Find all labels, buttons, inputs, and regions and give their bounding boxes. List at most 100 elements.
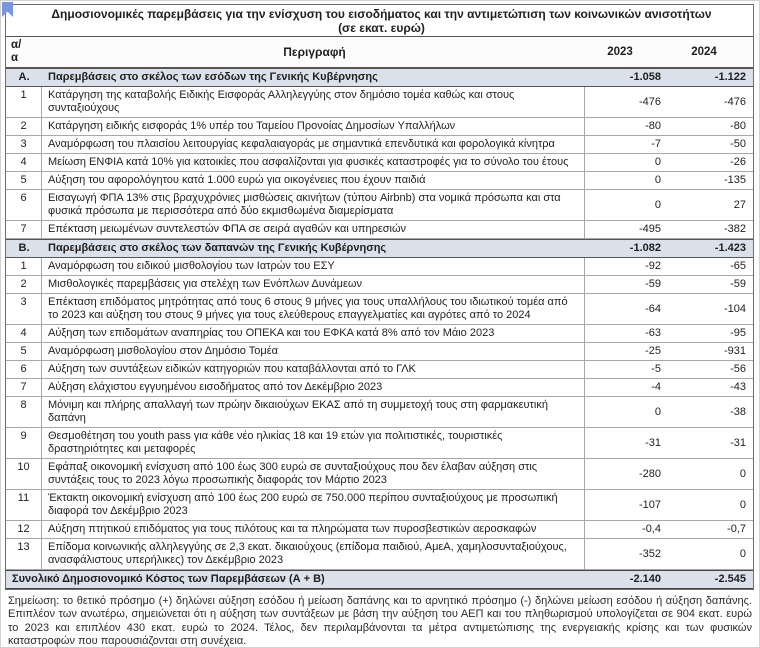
- value-2023: -31: [645, 436, 661, 449]
- table-row: 6 Αύξηση των συντάξεων ειδικών κατηγοριών…: [6, 361, 753, 379]
- value-2024: -50: [730, 138, 746, 150]
- row-number: 2: [6, 118, 42, 135]
- table-row: 12 Αύξηση πτητικού επιδόματος για τους πι…: [6, 521, 753, 539]
- value-2023: -80: [645, 120, 661, 132]
- row-description: Αύξηση πτητικού επιδόματος για τους πιλό…: [42, 521, 585, 538]
- row-description: Αναμόρφωση του ειδικού μισθολογίου των Ι…: [42, 258, 585, 275]
- table-row: 13 Επίδομα κοινωνικής αλληλεγγύης σε 2,3 …: [6, 539, 753, 570]
- row-number: 12: [6, 521, 42, 538]
- row-number: 7: [6, 221, 42, 238]
- row-description: Κατάργηση ειδικής εισφοράς 1% υπέρ του Τ…: [42, 118, 585, 135]
- row-number: 13: [6, 539, 42, 569]
- value-2023: -280: [638, 467, 661, 480]
- row-number: 8: [6, 397, 42, 427]
- value-2024: 0: [739, 467, 746, 480]
- row-number: 10: [6, 459, 42, 489]
- value-2024: 0: [739, 498, 746, 511]
- table-row: 4 Αύξηση των επιδομάτων αναπηρίας του ΟΠΕ…: [6, 325, 753, 343]
- row-description: Θεσμοθέτηση του youth pass για κάθε νέο …: [42, 428, 585, 458]
- value-2023: -7: [651, 138, 661, 150]
- table-row: 2 Κατάργηση ειδικής εισφοράς 1% υπέρ του …: [6, 118, 753, 136]
- table-row: 5 Αναμόρφωση μισθολογίου στον Δημόσιο Τομ…: [6, 343, 753, 361]
- table-row: 11 Έκτακτη οικονομική ενίσχυση από 100 έω…: [6, 490, 753, 521]
- footnote: Σημείωση: το θετικό πρόσημο (+) δηλώνει …: [8, 595, 752, 648]
- table-row: 4 Μείωση ΕΝΦΙΑ κατά 10% για κατοικίες που…: [6, 154, 753, 172]
- table-row: 3 Αναμόρφωση του πλαισίου λειτουργίας κεφ…: [6, 136, 753, 154]
- column-header-index-line1: α/: [11, 39, 22, 51]
- row-description: Εισαγωγή ΦΠΑ 13% στις βραχυχρόνιες μισθώ…: [42, 190, 585, 220]
- value-2024: -26: [730, 156, 746, 168]
- value-2024: -931: [723, 345, 746, 357]
- row-description: Αναμόρφωση μισθολογίου στον Δημόσιο Τομέ…: [42, 343, 585, 360]
- value-2024: -56: [730, 363, 746, 375]
- total-value-2023: -2.140: [629, 573, 661, 585]
- row-number: 5: [6, 172, 42, 189]
- table-title: Δημοσιονομικές παρεμβάσεις για την ενίσχ…: [6, 5, 753, 37]
- row-number: Β.: [18, 242, 30, 254]
- column-header-2023: 2023: [607, 45, 633, 58]
- row-description: Αύξηση του αφορολόγητου κατά 1.000 ευρώ …: [42, 172, 585, 189]
- value-2023: -1.058: [629, 71, 661, 83]
- table-row: 9 Θεσμοθέτηση του youth pass για κάθε νέο…: [6, 428, 753, 459]
- row-number: 7: [6, 379, 42, 396]
- column-header-description: Περιγραφή: [283, 44, 346, 59]
- table-row: 2 Μισθολογικές παρεμβάσεις για στελέχη τω…: [6, 276, 753, 294]
- row-number: 5: [6, 343, 42, 360]
- row-description: Έκτακτη οικονομική ενίσχυση από 100 έως …: [42, 490, 585, 520]
- value-2024: -104: [723, 302, 746, 315]
- table-body: Α. Παρεμβάσεις στο σκέλος των εσόδων της …: [6, 68, 753, 570]
- value-2024: -135: [723, 174, 746, 186]
- value-2023: -25: [645, 345, 661, 357]
- value-2023: -476: [638, 95, 661, 108]
- table-row: 1 Κατάργηση της καταβολής Ειδικής Εισφορά…: [6, 87, 753, 118]
- row-number: 3: [6, 294, 42, 324]
- row-description: Παρεμβάσεις στο σκέλος των δαπανών της Γ…: [48, 242, 387, 254]
- table-row: 1 Αναμόρφωση του ειδικού μισθολογίου των …: [6, 258, 753, 276]
- table-header-row: α/ α Περιγραφή 2023 2024: [6, 37, 753, 68]
- column-header-2024: 2024: [691, 45, 717, 58]
- row-description: Αύξηση ελάχιστου εγγυημένου εισοδήματος …: [42, 379, 585, 396]
- value-2024: -43: [730, 381, 746, 393]
- value-2024: -0,7: [727, 523, 746, 535]
- table-row: 8 Μόνιμη και πλήρης απαλλαγή των πρώην δι…: [6, 397, 753, 428]
- value-2023: 0: [654, 198, 661, 211]
- value-2023: -59: [645, 278, 661, 290]
- value-2023: -92: [645, 260, 661, 272]
- value-2023: -107: [638, 498, 661, 511]
- row-number: 3: [6, 136, 42, 153]
- table-row: 3 Επέκταση επιδόματος μητρότητας από τους…: [6, 294, 753, 325]
- value-2023: -5: [651, 363, 661, 375]
- row-number: 6: [6, 190, 42, 220]
- row-number: 11: [6, 490, 42, 520]
- section-header-row: Β. Παρεμβάσεις στο σκέλος των δαπανών της…: [6, 239, 753, 258]
- row-number: 4: [6, 325, 42, 342]
- row-number: 1: [6, 87, 42, 117]
- value-2023: -352: [638, 547, 661, 560]
- column-header-index-line2: α: [11, 52, 19, 64]
- row-number: 1: [6, 258, 42, 275]
- value-2023: 0: [654, 174, 661, 186]
- row-description: Μισθολογικές παρεμβάσεις για στελέχη των…: [42, 276, 585, 293]
- row-description: Αναμόρφωση του πλαισίου λειτουργίας κεφα…: [42, 136, 585, 153]
- value-2024: 27: [733, 198, 746, 211]
- row-description: Μείωση ΕΝΦΙΑ κατά 10% για κατοικίες που …: [42, 154, 585, 171]
- table-row: 10 Εφάπαξ οικονομική ενίσχυση από 100 έως…: [6, 459, 753, 490]
- table-row: 7 Επέκταση μειωμένων συντελεστών ΦΠΑ σε σ…: [6, 221, 753, 239]
- table-title-line1: Δημοσιονομικές παρεμβάσεις για την ενίσχ…: [51, 7, 712, 21]
- row-number: 2: [6, 276, 42, 293]
- row-description: Μόνιμη και πλήρης απαλλαγή των πρώην δικ…: [42, 397, 585, 427]
- row-description: Παρεμβάσεις στο σκέλος των εσόδων της Γε…: [48, 71, 378, 83]
- value-2024: -1.423: [714, 242, 746, 254]
- table-row: 6 Εισαγωγή ΦΠΑ 13% στις βραχυχρόνιες μισθ…: [6, 190, 753, 221]
- value-2024: -31: [730, 436, 746, 449]
- value-2023: -64: [645, 302, 661, 315]
- value-2024: -95: [730, 327, 746, 339]
- section-header-row: Α. Παρεμβάσεις στο σκέλος των εσόδων της …: [6, 68, 753, 87]
- row-number: 4: [6, 154, 42, 171]
- bookmark-annotation-icon[interactable]: [2, 2, 13, 17]
- value-2024: -80: [730, 120, 746, 132]
- row-description: Επίδομα κοινωνικής αλληλεγγύης σε 2,3 εκ…: [42, 539, 585, 569]
- column-header-index: α/ α: [6, 37, 42, 67]
- row-description: Αύξηση των συντάξεων ειδικών κατηγοριών …: [42, 361, 585, 378]
